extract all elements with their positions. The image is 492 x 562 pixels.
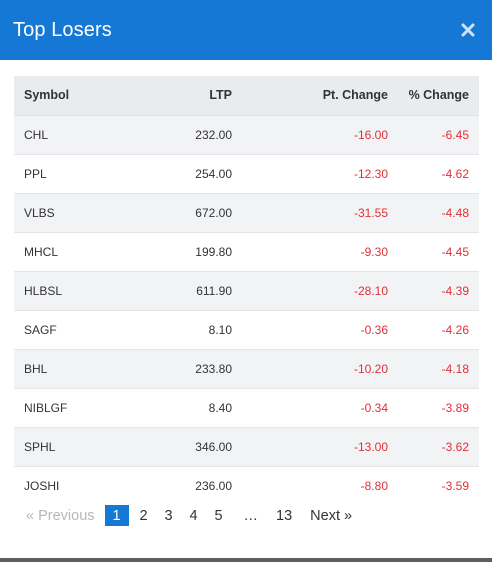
table-row[interactable]: PPL 254.00 -12.30 -4.62 (14, 154, 479, 193)
bottom-bar (0, 558, 492, 562)
pagination-page-2[interactable]: 2 (139, 507, 148, 524)
cell-pt-change: -10.20 (353, 361, 388, 376)
column-header-ltp[interactable]: LTP (144, 76, 242, 116)
pagination-previous[interactable]: « Previous (26, 507, 95, 524)
cell-ltp: 346.00 (195, 439, 232, 454)
close-icon (461, 23, 475, 37)
cell-pct-change: -4.18 (441, 361, 469, 376)
cell-symbol: NIBLGF (24, 400, 68, 415)
cell-ltp: 611.90 (196, 283, 232, 298)
cell-symbol: BHL (24, 361, 48, 376)
pagination-ellipsis: … (243, 507, 259, 524)
cell-pct-change: -4.48 (441, 205, 469, 220)
cell-symbol: PPL (24, 166, 47, 181)
table-row[interactable]: VLBS 672.00 -31.55 -4.48 (14, 193, 479, 232)
table-row[interactable]: BHL 233.80 -10.20 -4.18 (14, 349, 479, 388)
cell-symbol: VLBS (24, 205, 55, 220)
cell-pt-change: -8.80 (360, 478, 388, 493)
cell-pt-change: -12.30 (353, 166, 388, 181)
table-row[interactable]: MHCL 199.80 -9.30 -4.45 (14, 232, 479, 271)
cell-symbol: MHCL (24, 244, 59, 259)
table-row[interactable]: SAGF 8.10 -0.36 -4.26 (14, 310, 479, 349)
table-row[interactable]: CHL 232.00 -16.00 -6.45 (14, 115, 479, 154)
modal-header: Top Losers (0, 0, 492, 60)
cell-ltp: 199.80 (195, 244, 232, 259)
column-header-pt-change[interactable]: Pt. Change (242, 76, 398, 116)
pagination-page-1[interactable]: 1 (104, 505, 129, 526)
table-row[interactable]: HLBSL 611.90 -28.10 -4.39 (14, 271, 479, 310)
table-body: CHL 232.00 -16.00 -6.45 PPL 254.00 -12.30 -4.62… (14, 115, 479, 505)
close-button[interactable] (458, 20, 478, 40)
cell-ltp: 8.40 (208, 400, 232, 415)
cell-pct-change: -6.45 (441, 127, 469, 142)
cell-pct-change: -4.26 (441, 322, 469, 337)
pagination-page-4[interactable]: 4 (189, 507, 198, 524)
cell-ltp: 672.00 (195, 205, 232, 220)
cell-pct-change: -3.89 (441, 400, 469, 415)
cell-pct-change: -3.59 (441, 478, 469, 493)
modal-title: Top Losers (13, 18, 112, 41)
pagination-next[interactable]: Next » (310, 507, 353, 524)
cell-pt-change: -9.30 (360, 244, 388, 259)
pagination-page-5[interactable]: 5 (214, 507, 223, 524)
cell-pct-change: -4.39 (441, 283, 469, 298)
cell-ltp: 254.00 (195, 166, 232, 181)
cell-pct-change: -4.45 (441, 244, 469, 259)
cell-symbol: CHL (24, 127, 49, 142)
table-row[interactable]: SPHL 346.00 -13.00 -3.62 (14, 427, 479, 466)
table-header: Symbol LTP Pt. Change % Change (14, 76, 479, 116)
cell-symbol: SPHL (24, 439, 56, 454)
cell-pt-change: -31.55 (353, 205, 388, 220)
pagination-page-last[interactable]: 13 (276, 507, 293, 524)
cell-pt-change: -0.34 (360, 400, 388, 415)
table-row[interactable]: NIBLGF 8.40 -0.34 -3.89 (14, 388, 479, 427)
cell-ltp: 232.00 (195, 127, 232, 142)
cell-pt-change: -13.00 (353, 439, 388, 454)
column-header-symbol[interactable]: Symbol (14, 76, 144, 116)
cell-pct-change: -3.62 (441, 439, 469, 454)
cell-symbol: HLBSL (24, 283, 63, 298)
pagination-page-3[interactable]: 3 (164, 507, 173, 524)
losers-table: Symbol LTP Pt. Change % Change CHL 232.00… (14, 76, 479, 505)
column-header-pct-change[interactable]: % Change (398, 76, 479, 116)
losers-table-container: Symbol LTP Pt. Change % Change CHL 232.00… (14, 76, 479, 505)
cell-ltp: 236.00 (195, 478, 232, 493)
cell-symbol: SAGF (24, 322, 57, 337)
cell-pt-change: -0.36 (360, 322, 388, 337)
cell-ltp: 8.10 (208, 322, 232, 337)
cell-pct-change: -4.62 (441, 166, 469, 181)
cell-pt-change: -28.10 (353, 283, 388, 298)
table-header-row: Symbol LTP Pt. Change % Change (14, 76, 479, 116)
pagination: « Previous 1 2 3 4 5 … 13 Next » (22, 505, 361, 526)
cell-symbol: JOSHI (24, 478, 60, 493)
cell-ltp: 233.80 (195, 361, 232, 376)
cell-pt-change: -16.00 (353, 127, 388, 142)
table-row[interactable]: JOSHI 236.00 -8.80 -3.59 (14, 466, 479, 505)
